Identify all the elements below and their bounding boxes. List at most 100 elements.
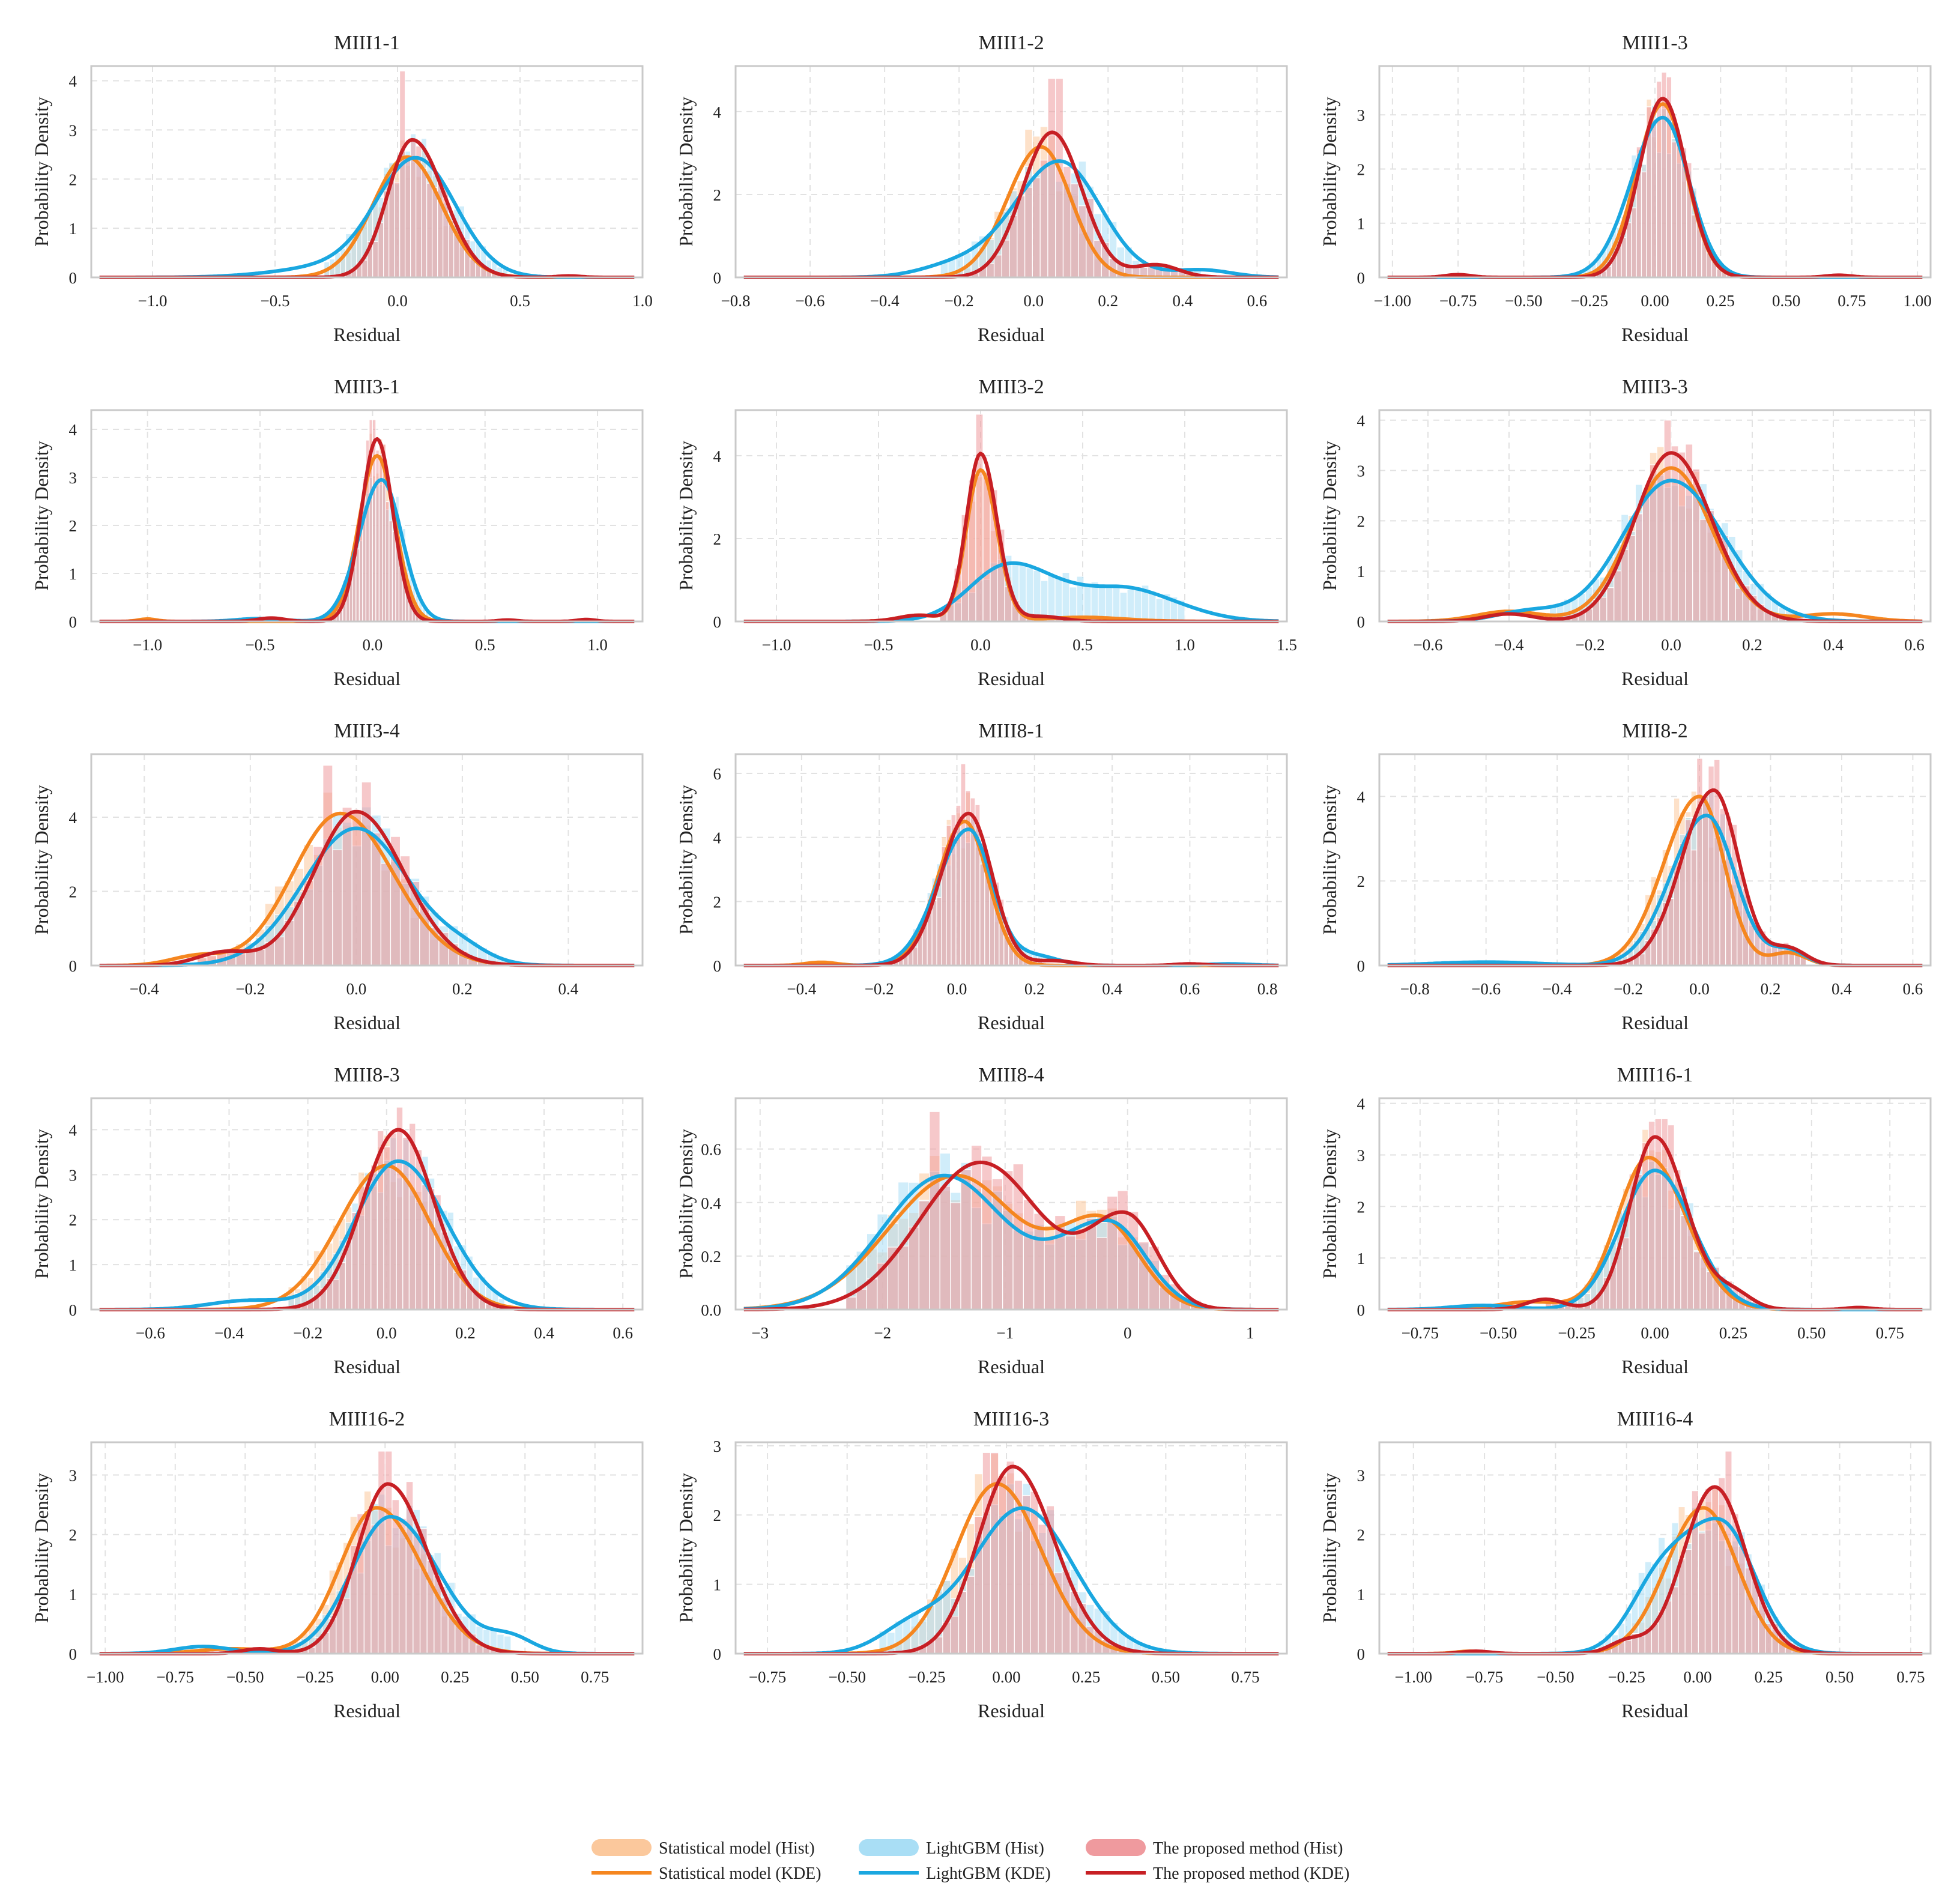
x-axis-label: Residual — [1621, 324, 1689, 345]
x-axis-label: Residual — [1621, 668, 1689, 689]
y-tick-label: 3 — [713, 1437, 722, 1455]
y-tick-label: 0 — [69, 269, 77, 287]
y-tick-label: 3 — [69, 1166, 77, 1184]
hist-bar — [897, 1245, 909, 1310]
x-tick-label: −0.4 — [787, 980, 816, 998]
plot-frame — [734, 409, 1288, 623]
y-tick-label: 1 — [1357, 1586, 1366, 1604]
hist-bar — [949, 1202, 961, 1310]
x-tick-label: 0.00 — [1641, 1324, 1669, 1342]
x-tick-label: 0.50 — [1797, 1324, 1825, 1342]
y-tick-label: 0 — [69, 1301, 77, 1319]
plot-frame — [734, 1441, 1288, 1655]
x-tick-label: −2 — [874, 1324, 891, 1342]
hist-bar — [392, 531, 396, 622]
x-axis-label: Residual — [978, 1356, 1045, 1377]
kde-line-proposed — [743, 1160, 1279, 1311]
hist-bar — [1148, 591, 1157, 622]
y-tick-label: 1 — [1357, 563, 1366, 581]
y-tick-label: 0 — [69, 957, 77, 975]
y-tick-label: 2 — [69, 1211, 77, 1229]
y-tick-label: 0 — [1357, 1645, 1366, 1663]
hist-bar — [372, 241, 379, 278]
x-tick-label: 0.25 — [1755, 1668, 1783, 1686]
hist-bar — [929, 1111, 940, 1310]
x-tick-label: 0.0 — [346, 980, 366, 998]
subplot-title: MIII3-2 — [978, 376, 1044, 398]
y-axis-label: Probability Density — [31, 97, 52, 247]
x-axis-label: Residual — [1621, 1012, 1689, 1033]
subplot-miii1-2: −0.8 −0.6 −0.4 −0.2 0.0 0.2 0.4 0.6 0 2 4 MIII1-2 Re… — [675, 32, 1288, 345]
kde-line-proposed — [1387, 97, 1923, 279]
x-tick-label: −1.00 — [1395, 1668, 1432, 1686]
hist-bar — [383, 1146, 391, 1310]
x-tick-label: 0.00 — [992, 1668, 1020, 1686]
y-tick-label: 2 — [713, 530, 722, 548]
x-tick-label: 0.75 — [1838, 292, 1866, 310]
hist-bar — [1023, 1199, 1035, 1310]
subplot-miii8-1: −0.4 −0.2 0.0 0.2 0.4 0.6 0.8 0 2 4 6 MIII8-1 Residu… — [675, 720, 1288, 1033]
y-tick-label: 2 — [69, 883, 77, 901]
x-tick-label: −0.4 — [214, 1324, 244, 1342]
plot-frame — [734, 1097, 1288, 1311]
x-tick-label: −1.00 — [86, 1668, 124, 1686]
x-tick-label: −0.6 — [1471, 980, 1501, 998]
hist-bar — [1065, 1235, 1076, 1310]
y-tick-label: 4 — [1357, 1095, 1366, 1113]
hist-bar — [420, 168, 428, 278]
x-tick-label: −1 — [996, 1324, 1014, 1342]
y-tick-label: 2 — [713, 893, 722, 911]
x-tick-label: 0.75 — [1896, 1668, 1925, 1686]
x-tick-label: 0.75 — [1231, 1668, 1259, 1686]
hist-bar — [1606, 587, 1615, 622]
hist-bar — [1635, 513, 1643, 622]
hist-bar — [934, 1636, 943, 1654]
x-tick-label: −3 — [751, 1324, 769, 1342]
x-tick-label: 0.75 — [1876, 1324, 1904, 1342]
x-tick-label: −0.75 — [157, 1668, 194, 1686]
plot-frame — [90, 753, 644, 967]
x-tick-label: −0.2 — [1614, 980, 1643, 998]
x-tick-label: 0.4 — [1832, 980, 1852, 998]
hist-bar — [389, 1132, 397, 1310]
x-tick-label: −0.25 — [297, 1668, 334, 1686]
y-tick-label: 0 — [713, 1645, 722, 1663]
y-tick-label: 0 — [713, 613, 722, 631]
y-tick-label: 2 — [713, 1507, 722, 1525]
x-tick-label: −0.4 — [870, 292, 900, 310]
x-tick-label: 0.25 — [1707, 292, 1735, 310]
x-axis-label: Residual — [978, 324, 1045, 345]
y-axis-label: Probability Density — [31, 441, 52, 591]
y-tick-label: 0 — [69, 613, 77, 631]
hist-bar — [404, 159, 411, 278]
x-tick-label: 1 — [1246, 1324, 1254, 1342]
hist-bar — [960, 763, 966, 966]
y-tick-label: 1 — [713, 1576, 722, 1594]
x-tick-label: 0.0 — [377, 1324, 397, 1342]
y-axis-label: Probability Density — [1319, 1473, 1340, 1623]
hist-bar — [1684, 1549, 1692, 1654]
plot-frame — [90, 1097, 644, 1311]
hist-bar — [1735, 588, 1743, 622]
legend-label: LightGBM (Hist) — [926, 1839, 1044, 1858]
hist-bar — [1699, 519, 1708, 622]
hist-bar — [1001, 240, 1010, 278]
hist-bar — [958, 1591, 967, 1654]
hist-bar — [426, 183, 433, 278]
subplot-title: MIII8-4 — [978, 1064, 1044, 1086]
hist-bar — [351, 809, 362, 966]
x-tick-label: −1.0 — [138, 292, 168, 310]
hist-bar — [1024, 187, 1033, 278]
x-tick-label: −1.00 — [1374, 292, 1411, 310]
y-tick-label: 4 — [69, 421, 77, 439]
kde-line-statistical — [1387, 466, 1923, 623]
hist-bar — [1621, 237, 1627, 278]
y-tick-label: 3 — [1357, 462, 1366, 480]
hist-bar — [1665, 1600, 1672, 1654]
subplot-miii16-4: −1.00 −0.75 −0.50 −0.25 0.00 0.25 0.50 0.75 0 1 2 3… — [1319, 1408, 1932, 1721]
y-tick-label: 0.0 — [701, 1301, 721, 1319]
hist-bar — [1127, 1211, 1139, 1310]
x-tick-label: −0.25 — [1608, 1668, 1645, 1686]
x-tick-label: 0.0 — [1661, 636, 1681, 654]
